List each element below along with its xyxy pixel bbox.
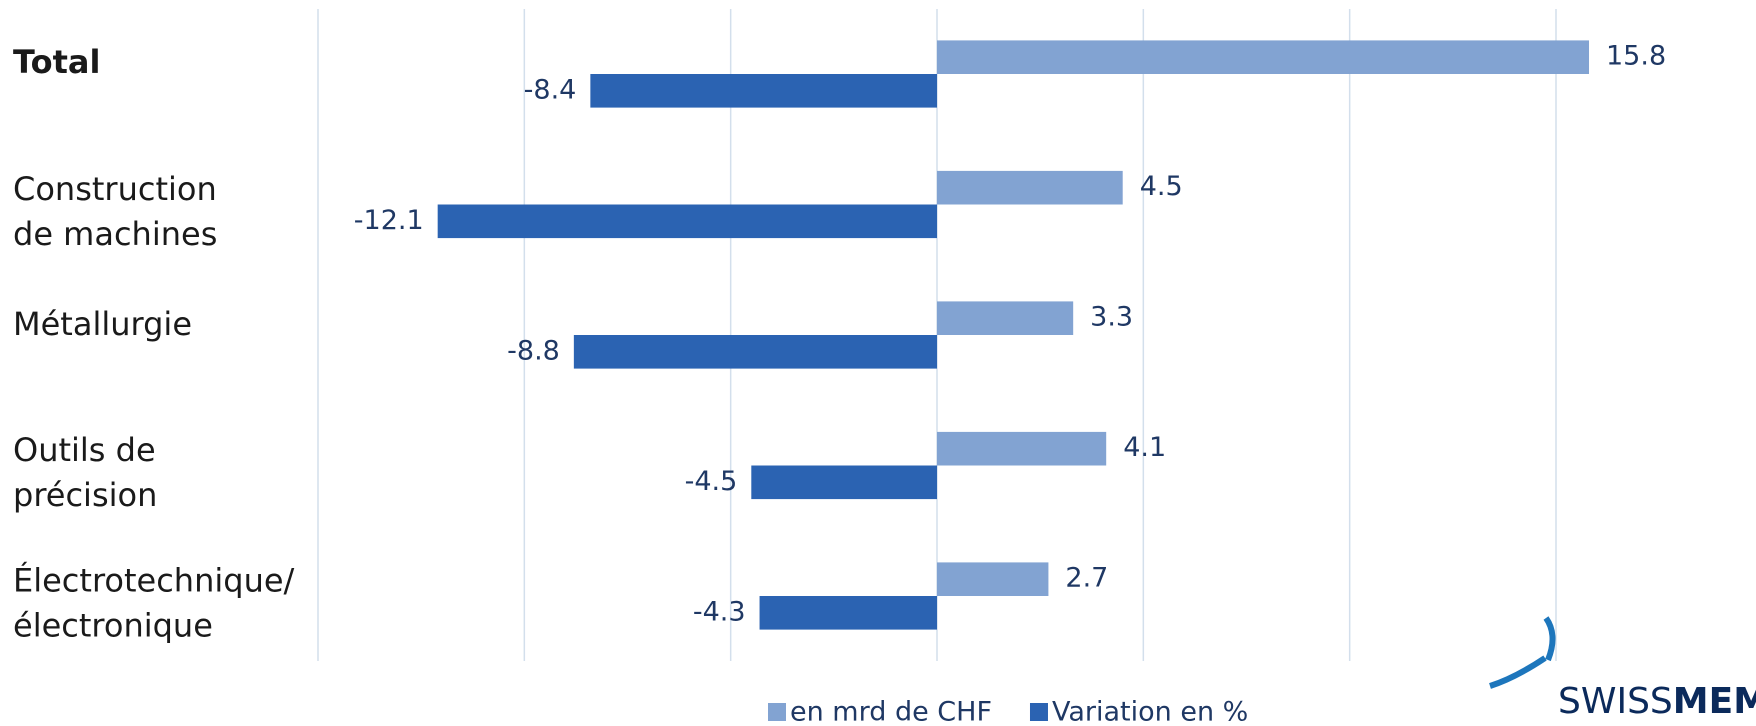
value-label: -8.4	[524, 74, 577, 105]
bar	[751, 465, 937, 500]
bar	[937, 40, 1590, 74]
bar	[937, 562, 1049, 596]
logo-swiss: SWISS	[1558, 681, 1673, 722]
value-label: -8.8	[507, 335, 560, 366]
bar	[937, 431, 1107, 466]
logo-text: SWISSMEM	[1558, 681, 1756, 722]
value-label: -4.5	[685, 466, 738, 497]
legend-swatch	[768, 703, 786, 721]
value-label: -4.3	[693, 596, 746, 627]
value-label: 15.8	[1606, 41, 1666, 72]
bar	[937, 301, 1074, 335]
category-label: Construction de machines	[13, 170, 217, 253]
category-label: Électrotechnique/électronique	[13, 562, 295, 645]
category-label: Total	[13, 43, 100, 81]
value-label: 2.7	[1065, 563, 1108, 594]
bar	[573, 335, 937, 369]
logo: SWISSMEM	[1489, 616, 1756, 722]
logo-mark	[1489, 616, 1556, 689]
legend-label: en mrd de CHF	[790, 697, 992, 726]
category-label: Métallurgie	[13, 305, 192, 343]
logo-mem: MEM	[1673, 681, 1756, 722]
bar	[759, 596, 937, 630]
category-label: Outils de précision	[13, 431, 157, 514]
bar	[937, 170, 1123, 205]
value-label: 4.5	[1140, 171, 1183, 202]
bar	[437, 204, 937, 239]
legend-label: Variation en %	[1052, 697, 1248, 726]
value-label: -12.1	[354, 205, 424, 236]
bar	[590, 74, 937, 108]
legend-swatch	[1029, 703, 1048, 721]
value-label: 3.3	[1090, 302, 1133, 333]
value-label: 4.1	[1123, 432, 1166, 463]
